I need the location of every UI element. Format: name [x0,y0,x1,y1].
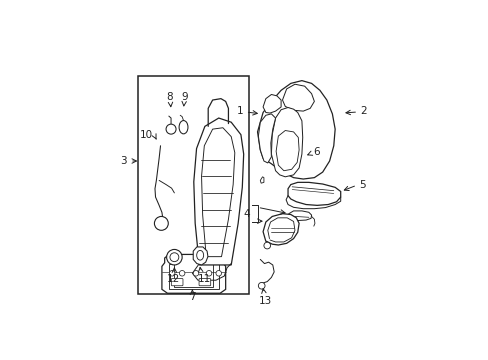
Text: 13: 13 [259,296,272,306]
Polygon shape [263,214,299,245]
Text: 7: 7 [189,292,195,302]
Polygon shape [168,264,218,289]
Circle shape [264,242,270,249]
Circle shape [179,270,184,276]
Text: 4: 4 [243,209,249,219]
Polygon shape [287,183,340,205]
Text: 5: 5 [359,180,366,190]
Polygon shape [271,108,302,177]
Polygon shape [201,128,234,257]
Text: 1: 1 [236,106,243,116]
Circle shape [169,270,175,276]
Polygon shape [258,114,275,163]
FancyBboxPatch shape [171,279,183,286]
Circle shape [206,270,211,276]
Text: 3: 3 [121,156,127,166]
Polygon shape [287,211,311,221]
Polygon shape [193,118,243,265]
Circle shape [216,270,221,276]
Bar [138,76,249,294]
Polygon shape [257,81,334,179]
Polygon shape [193,247,207,265]
Text: 8: 8 [166,92,173,102]
Polygon shape [260,177,264,183]
Circle shape [166,124,176,134]
Text: 9: 9 [181,92,187,102]
Polygon shape [162,255,225,293]
Circle shape [258,283,264,289]
Polygon shape [263,94,281,113]
Polygon shape [276,131,299,171]
Text: 2: 2 [360,106,366,116]
Text: 6: 6 [312,147,319,157]
Text: 11: 11 [198,274,211,284]
Circle shape [154,216,168,230]
Circle shape [193,270,198,276]
Text: 10: 10 [140,130,153,140]
Text: 12: 12 [166,274,180,284]
Ellipse shape [196,251,203,260]
Ellipse shape [179,121,187,134]
Circle shape [170,253,179,262]
FancyBboxPatch shape [199,279,210,286]
Polygon shape [282,84,314,111]
Circle shape [166,249,182,265]
